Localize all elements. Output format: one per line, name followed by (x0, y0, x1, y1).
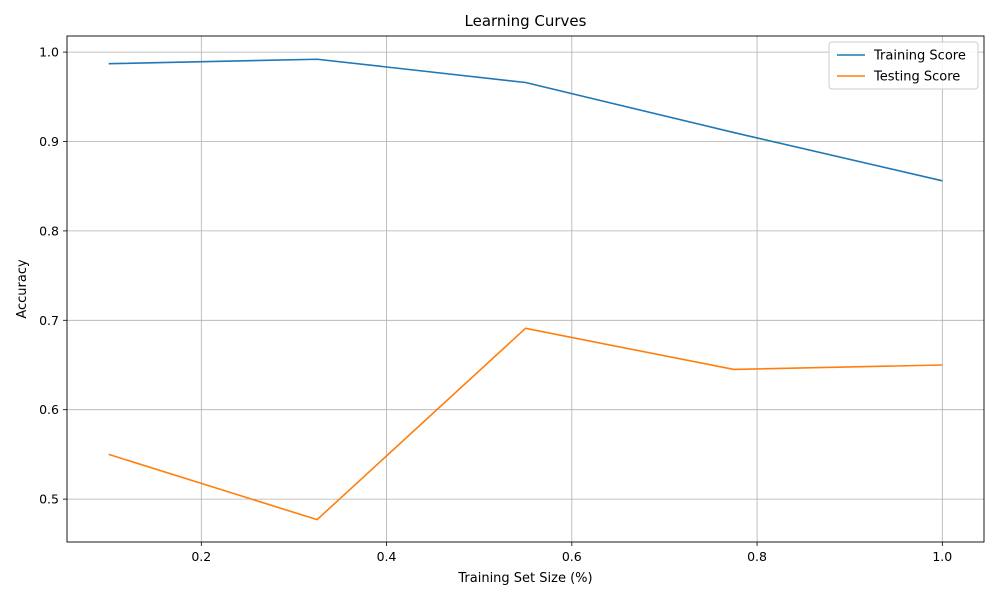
plot-area-frame (66, 35, 985, 543)
y-axis-label: Accuracy (15, 259, 30, 319)
testing-score-line (108, 327, 943, 521)
x-tick-label: 0.4 (377, 549, 397, 564)
y-tick-label: 0.9 (39, 134, 59, 149)
y-tick-label: 0.7 (39, 313, 59, 328)
legend-box (828, 41, 979, 90)
x-tick-label: 0.6 (562, 549, 582, 564)
series-lines (108, 58, 943, 521)
grid-lines (67, 36, 984, 542)
x-tick-label: 1.0 (932, 549, 952, 564)
legend-label-testing-score: Testing Score (873, 70, 960, 85)
training-score-line (108, 58, 943, 182)
legend: Training Score Testing Score (828, 41, 979, 90)
x-axis-ticks: 0.2 0.4 0.6 0.8 1.0 (191, 542, 952, 564)
x-axis-label: Training Set Size (%) (457, 571, 592, 586)
legend-label-training-score: Training Score (873, 49, 966, 64)
y-tick-label: 0.8 (39, 223, 59, 238)
y-tick-label: 1.0 (39, 45, 59, 60)
y-tick-label: 0.6 (39, 402, 59, 417)
x-tick-label: 0.8 (747, 549, 767, 564)
x-tick-label: 0.2 (191, 549, 211, 564)
y-axis-ticks: 0.5 0.6 0.7 0.8 0.9 1.0 (39, 45, 67, 507)
y-tick-label: 0.5 (39, 492, 59, 507)
chart-title: Learning Curves (465, 12, 587, 30)
